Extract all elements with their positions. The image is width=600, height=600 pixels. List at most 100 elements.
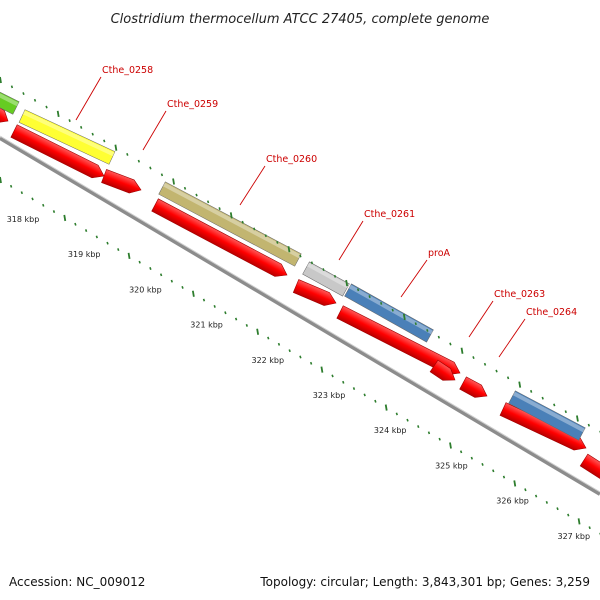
gene-label: Cthe_0258 bbox=[102, 65, 153, 76]
tick-mark bbox=[437, 335, 441, 339]
tick-mark bbox=[368, 295, 371, 299]
olive-feature-bar bbox=[158, 181, 302, 267]
tick-mark bbox=[530, 389, 533, 393]
tick-mark bbox=[363, 393, 366, 397]
kbp-label: 323 kbp bbox=[313, 391, 346, 400]
tick-mark bbox=[483, 362, 487, 366]
tick-mark bbox=[541, 396, 544, 400]
tick-mark bbox=[277, 342, 281, 346]
tick-mark bbox=[587, 423, 591, 427]
tick-mark bbox=[426, 329, 429, 332]
tick-mark bbox=[52, 210, 56, 214]
gene-arrow bbox=[429, 359, 456, 381]
kbp-label: 321 kbp bbox=[190, 321, 223, 330]
gene-leader-line bbox=[468, 300, 494, 338]
tick-mark bbox=[137, 159, 141, 163]
tick-mark bbox=[406, 418, 409, 422]
tick-mark bbox=[449, 342, 452, 346]
gene-leader-line bbox=[338, 220, 364, 261]
tick-mark bbox=[206, 200, 210, 204]
gene-leader-line bbox=[239, 165, 266, 206]
tick-mark bbox=[224, 311, 227, 315]
tick-mark bbox=[31, 197, 34, 201]
tick-mark bbox=[126, 153, 129, 156]
tick-mark bbox=[245, 323, 248, 327]
gene-arrow bbox=[101, 169, 142, 194]
tick-mark bbox=[160, 173, 164, 177]
gene-arrow bbox=[336, 305, 461, 376]
tick-mark bbox=[395, 412, 398, 416]
tick-mark bbox=[95, 235, 98, 239]
tick-mark bbox=[22, 92, 25, 95]
tick-mark bbox=[427, 431, 431, 435]
tick-mark bbox=[577, 518, 581, 525]
accession-text: Accession: NC_009012 bbox=[9, 575, 145, 589]
tick-mark bbox=[9, 184, 13, 188]
tick-mark bbox=[241, 220, 244, 224]
tick-mark bbox=[74, 222, 77, 226]
gene-label: Cthe_0261 bbox=[364, 209, 415, 220]
tick-mark bbox=[287, 246, 291, 253]
kbp-label: 324 kbp bbox=[374, 426, 407, 435]
tick-mark bbox=[553, 403, 556, 407]
gene-label: Cthe_0263 bbox=[494, 289, 545, 300]
tick-mark bbox=[84, 229, 88, 233]
tick-mark bbox=[218, 207, 221, 211]
tick-mark bbox=[513, 480, 517, 487]
tick-mark bbox=[33, 98, 37, 102]
tick-mark bbox=[63, 214, 67, 222]
tick-mark bbox=[384, 404, 388, 411]
tick-mark bbox=[149, 166, 152, 170]
gene-leader-line bbox=[498, 318, 526, 358]
tick-mark bbox=[20, 191, 23, 195]
tick-mark bbox=[588, 526, 591, 530]
kbp-scale: 318 kbp 319 kbp 320 kbp 321 kbp 322 kbp 323 k… bbox=[7, 215, 590, 541]
tick-mark bbox=[380, 301, 383, 305]
tick-mark bbox=[331, 374, 334, 378]
kbp-label: 327 kbp bbox=[557, 532, 590, 541]
tick-mark bbox=[172, 178, 175, 185]
tick-mark bbox=[556, 507, 559, 511]
tick-mark bbox=[374, 399, 377, 403]
tick-mark bbox=[149, 267, 152, 270]
tick-mark bbox=[191, 290, 195, 297]
tick-mark bbox=[310, 261, 314, 265]
tick-mark bbox=[534, 494, 538, 498]
gene-arrow bbox=[459, 376, 488, 398]
kbp-label: 322 kbp bbox=[251, 356, 284, 365]
gene-label: Cthe_0260 bbox=[266, 154, 317, 165]
tick-mark bbox=[460, 347, 464, 354]
gene-labels: Cthe_0258 Cthe_0259 Cthe_0260 Cthe_0261 proA… bbox=[75, 65, 577, 358]
tick-mark bbox=[256, 328, 260, 335]
tick-mark bbox=[114, 144, 118, 151]
genome-backbone bbox=[0, 136, 600, 496]
gene-arrow bbox=[0, 103, 9, 123]
tick-mark bbox=[524, 488, 527, 492]
tick-mark bbox=[159, 273, 163, 277]
tick-mark bbox=[567, 513, 570, 517]
tick-mark bbox=[202, 298, 206, 302]
tick-mark bbox=[518, 381, 522, 388]
gene-arrow bbox=[292, 279, 337, 306]
kbp-label: 319 kbp bbox=[68, 250, 101, 259]
tick-mark bbox=[10, 85, 14, 89]
tick-mark bbox=[288, 349, 291, 353]
tick-mark bbox=[213, 304, 216, 308]
tick-mark bbox=[414, 322, 417, 326]
gene-label: Cthe_0264 bbox=[526, 307, 577, 318]
tick-mark bbox=[472, 356, 475, 359]
tick-mark bbox=[299, 355, 302, 359]
topology-text: Topology: circular; Length: 3,843,301 bp… bbox=[259, 575, 590, 589]
tick-mark bbox=[438, 437, 441, 441]
tick-mark bbox=[80, 125, 83, 129]
gene-leader-line bbox=[75, 76, 102, 121]
tick-mark bbox=[181, 286, 184, 289]
blue-feature-bar bbox=[508, 390, 586, 441]
green-feature-bar bbox=[0, 88, 20, 115]
tick-mark bbox=[391, 308, 394, 312]
kbp-label: 325 kbp bbox=[435, 461, 468, 470]
tick-mark bbox=[267, 336, 270, 340]
tick-mark bbox=[42, 203, 45, 207]
gene-leader-line bbox=[400, 259, 428, 298]
